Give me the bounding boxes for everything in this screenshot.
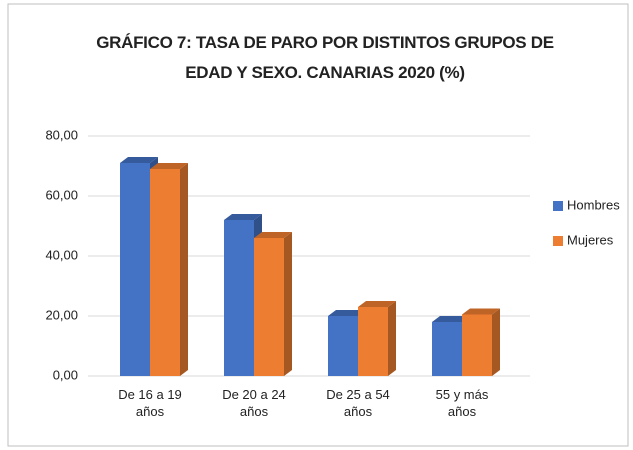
chart-border [7,3,629,447]
y-tick-label: 60,00 [45,187,78,202]
bar-top [150,163,188,169]
bar-side [388,301,396,376]
x-tick-label: De 20 a 24 años [222,387,286,419]
x-tick-label: 55 y más años [435,387,489,419]
bar-top [358,301,396,307]
legend-label: Hombres [567,197,620,212]
x-tick-label: De 16 a 19 años [118,387,182,419]
bar [432,322,462,376]
bar [150,169,180,376]
bar-top [432,316,470,322]
legend-label: Mujeres [567,232,614,247]
bar [358,307,388,376]
y-tick-label: 0,00 [53,367,78,382]
bar-top [462,308,500,315]
y-tick-label: 80,00 [45,127,78,142]
bar-top [328,310,366,316]
bar-top [120,157,158,163]
bar [328,316,358,376]
bar-side [180,163,188,376]
bar-side [284,232,292,376]
bar [254,238,284,376]
y-tick-label: 40,00 [45,247,78,262]
legend-swatch [553,236,563,246]
bar-top [254,232,292,238]
legend-swatch [553,201,563,211]
y-tick-label: 20,00 [45,307,78,322]
bar [120,163,150,376]
bar-top [224,214,262,220]
bar-side [492,308,500,376]
chart-title: GRÁFICO 7: TASA DE PARO POR DISTINTOS GR… [96,33,554,82]
bar [462,314,492,376]
x-tick-label: De 25 a 54 años [326,387,390,419]
bar [224,220,254,376]
